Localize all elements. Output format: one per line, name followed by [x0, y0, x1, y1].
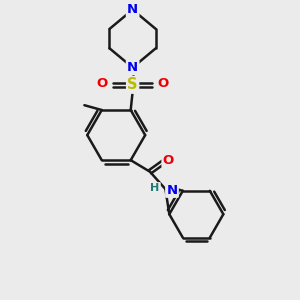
Text: O: O	[163, 154, 174, 167]
Text: O: O	[158, 77, 169, 91]
Text: H: H	[150, 183, 160, 193]
Text: N: N	[167, 184, 178, 196]
Text: N: N	[127, 3, 138, 16]
Text: O: O	[96, 77, 107, 91]
Text: S: S	[128, 77, 138, 92]
Text: N: N	[127, 61, 138, 74]
